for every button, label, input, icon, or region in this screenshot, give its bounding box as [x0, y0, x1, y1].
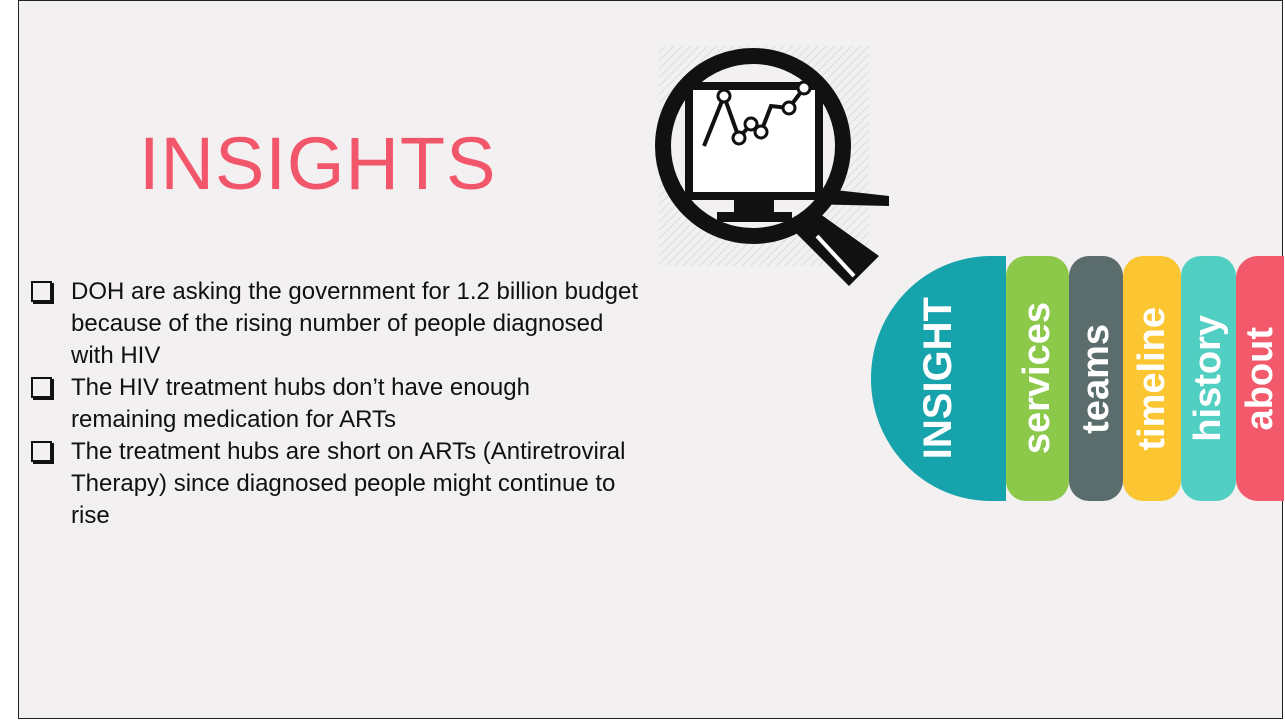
- slide: INSIGHTS DOH are asking the government f…: [18, 0, 1283, 719]
- page: INSIGHTS DOH are asking the government f…: [0, 0, 1285, 721]
- nav-tab[interactable]: teams: [1069, 256, 1123, 501]
- tab-label[interactable]: history: [1187, 315, 1230, 442]
- tab-label[interactable]: timeline: [1131, 307, 1174, 451]
- magnifier-icon: [639, 46, 899, 306]
- slide-title: INSIGHTS: [139, 121, 496, 206]
- nav-tab[interactable]: services: [1006, 256, 1069, 501]
- bullet: The treatment hubs are short on ARTs (An…: [19, 436, 641, 532]
- tab-label[interactable]: services: [1016, 302, 1059, 454]
- bullet: The HIV treatment hubs don’t have enough…: [19, 372, 641, 436]
- bullet: DOH are asking the government for 1.2 bi…: [19, 276, 641, 372]
- tab-label[interactable]: INSIGHT: [916, 297, 961, 459]
- nav-tab[interactable]: history: [1181, 256, 1236, 501]
- nav-tab[interactable]: timeline: [1123, 256, 1181, 501]
- tab-label[interactable]: about: [1239, 327, 1282, 430]
- bullet-list: DOH are asking the government for 1.2 bi…: [19, 276, 819, 532]
- nav-tab[interactable]: INSIGHT: [871, 256, 1006, 501]
- nav-tab[interactable]: about: [1236, 256, 1284, 501]
- tab-label[interactable]: teams: [1075, 324, 1118, 434]
